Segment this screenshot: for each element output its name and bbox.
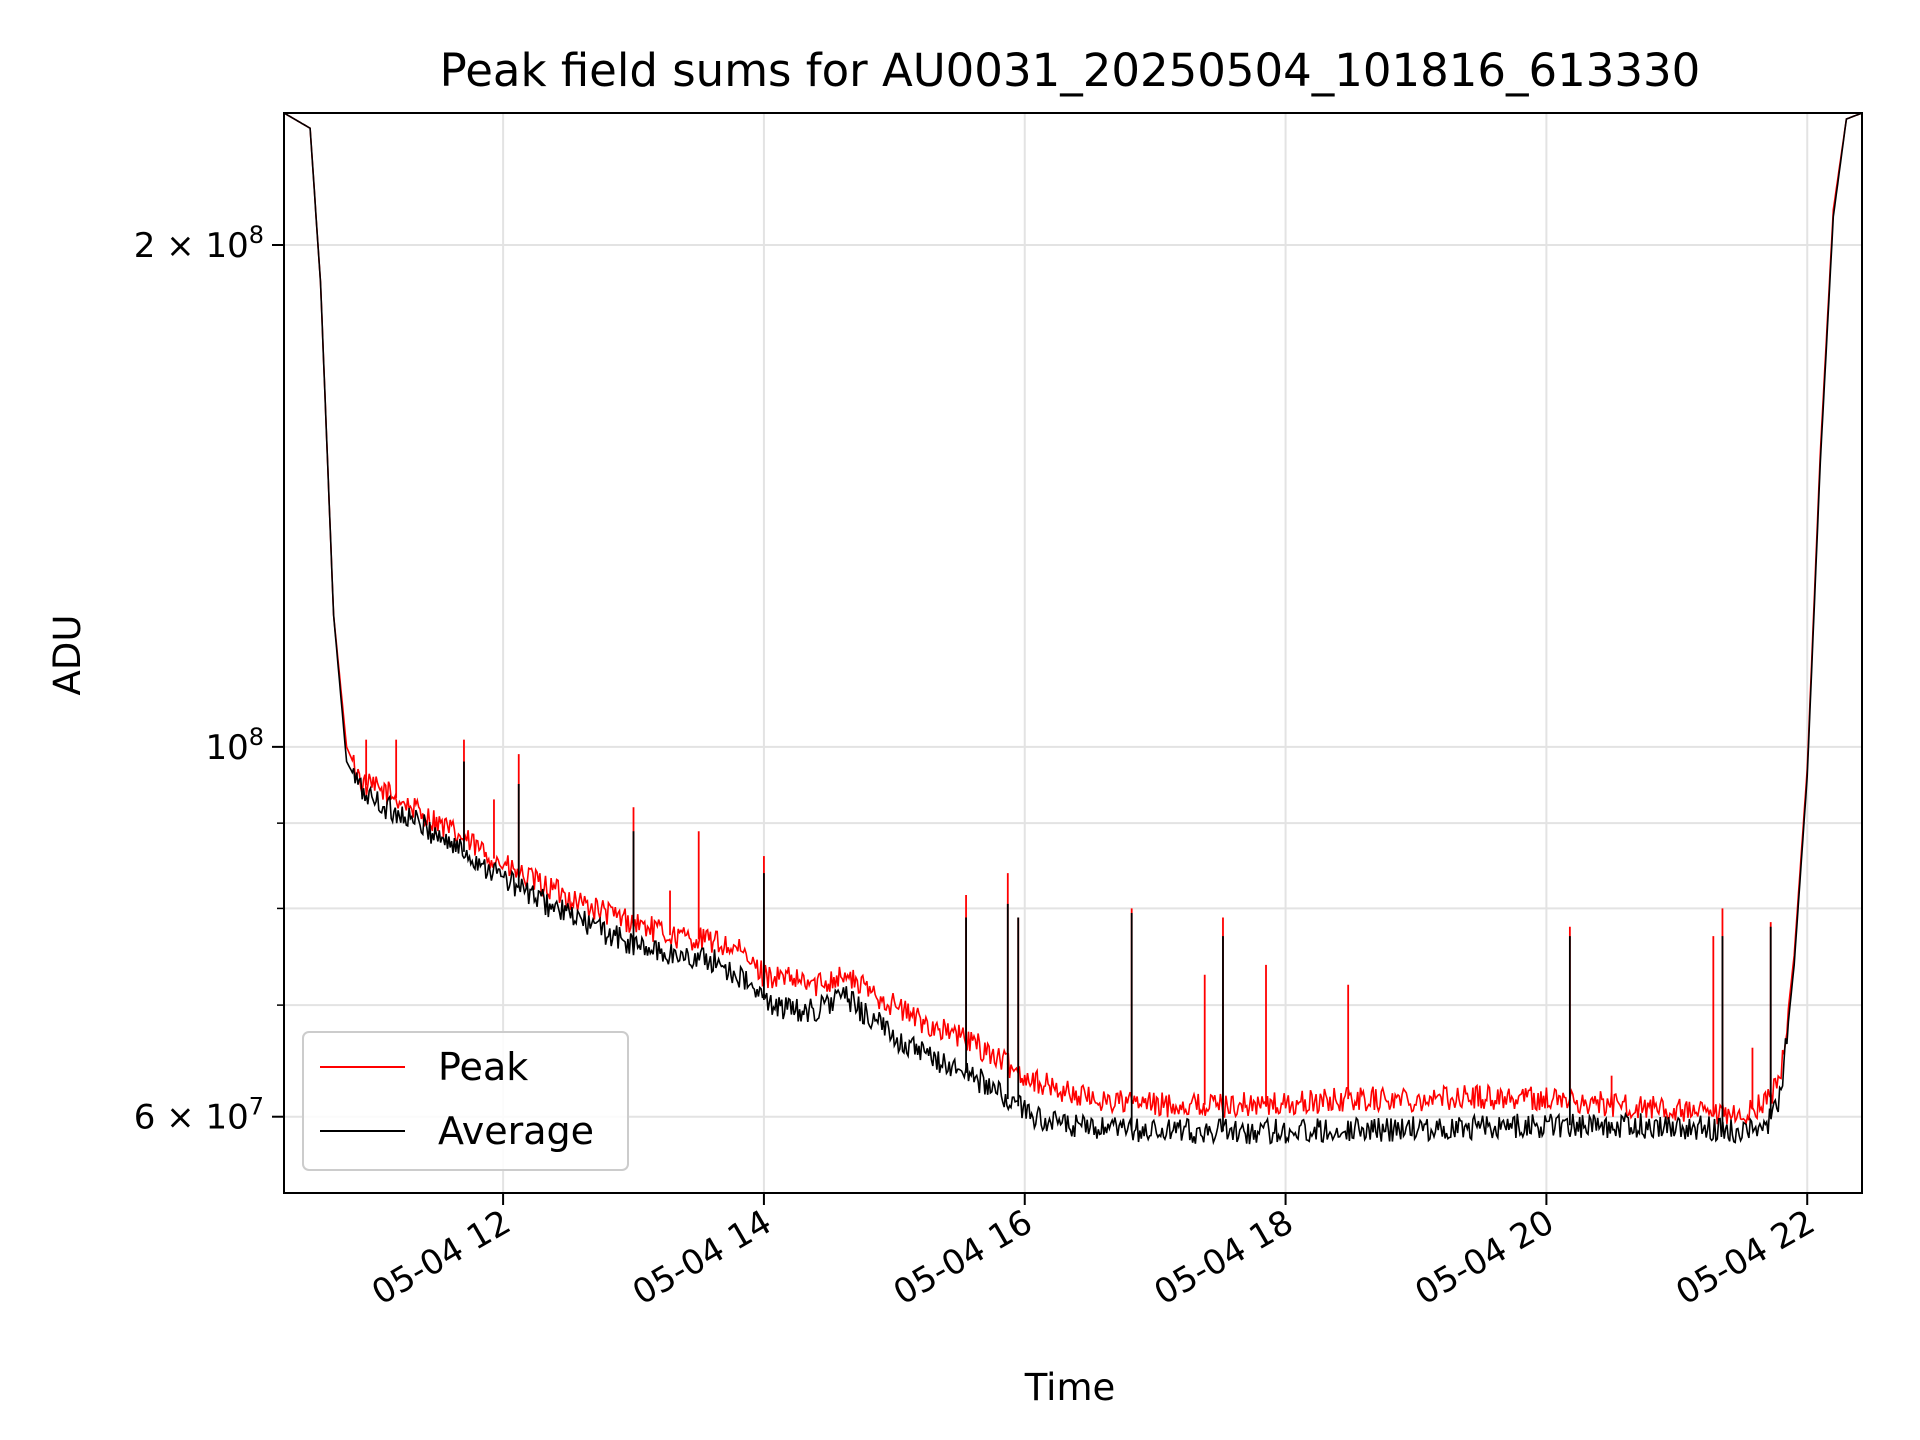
x-axis-label: Time — [1024, 1366, 1116, 1409]
plot-frame — [283, 112, 1863, 1194]
series-line-peak — [283, 112, 1863, 1127]
legend-label-average: Average — [438, 1109, 594, 1153]
y-tick-label: 6 × 107 — [134, 1093, 264, 1138]
series-layer — [283, 112, 1863, 1146]
series-average — [283, 112, 1863, 1146]
y-axis-label: ADU — [46, 615, 89, 696]
legend-label-peak: Peak — [438, 1045, 528, 1089]
legend: Peak Average — [302, 1031, 629, 1171]
y-tick-label: 108 — [205, 723, 264, 768]
y-tick-label: 2 × 108 — [134, 221, 264, 266]
series-line-average — [283, 112, 1863, 1146]
chart-title: Peak field sums for AU0031_20250504_1018… — [440, 44, 1701, 97]
